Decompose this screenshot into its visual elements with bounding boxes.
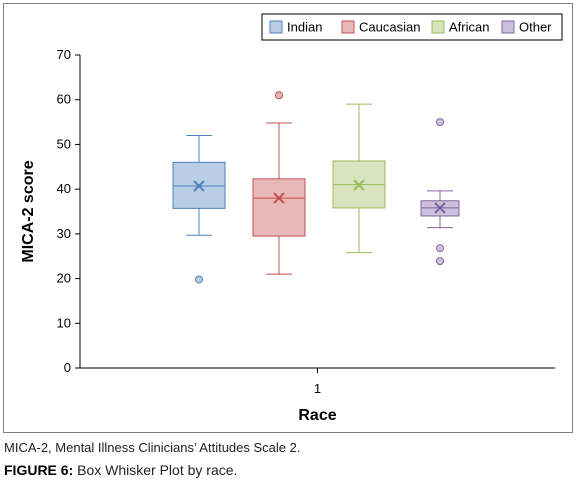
mean-marker [434,202,446,214]
legend-item-indian: Indian [269,20,322,35]
mean-marker [193,180,205,192]
y-tick-label: 10 [57,315,71,330]
legend-swatch [431,20,445,34]
boxes [172,91,460,284]
y-tick-label: 0 [64,360,71,375]
footnote: MICA-2, Mental Illness Clinicians’ Attit… [4,440,301,455]
x-tick-label: 1 [314,381,321,396]
axes: 0 10 20 30 40 50 60 70 1 [57,47,555,396]
mean-marker [273,192,285,204]
figure-caption: FIGURE 6: Box Whisker Plot by race. [4,462,237,478]
legend-item-caucasian: Caucasian [341,20,420,35]
figure-caption-text: Box Whisker Plot by race. [73,462,238,478]
legend-swatch [341,20,355,34]
y-tick-label: 30 [57,226,71,241]
mean-marker [353,179,365,191]
y-tick-label: 20 [57,271,71,286]
legend-label: Caucasian [359,20,420,35]
box-plot-chart: 0 10 20 30 40 50 60 70 1 Race MICA-2 score Indi… [20,13,563,424]
outlier-point [436,244,444,253]
outlier-point [275,91,283,100]
legend-swatch [501,20,515,34]
y-axis-title: MICA-2 score [20,160,37,262]
outlier-point [436,257,444,266]
outlier-point [436,118,444,127]
outlier-point [195,275,203,284]
iqr-box [252,178,306,237]
y-tick-label: 50 [57,136,71,151]
x-axis-title: Race [298,407,336,424]
legend-label: Other [519,20,552,35]
legend-item-african: African [431,20,489,35]
legend-item-other: Other [501,20,552,35]
legend-label: African [449,20,489,35]
y-tick-label: 40 [57,181,71,196]
box-indian [172,134,226,284]
box-other [420,118,460,266]
y-ticks: 0 10 20 30 40 50 60 70 [57,47,80,375]
y-tick-label: 70 [57,47,71,62]
legend-label: Indian [287,20,322,35]
legend: Indian Caucasian African Other [261,13,563,41]
box-african [332,103,386,254]
box-caucasian [252,91,306,275]
y-tick-label: 60 [57,92,71,107]
figure-label: FIGURE 6: [4,462,74,478]
legend-swatch [269,20,283,34]
